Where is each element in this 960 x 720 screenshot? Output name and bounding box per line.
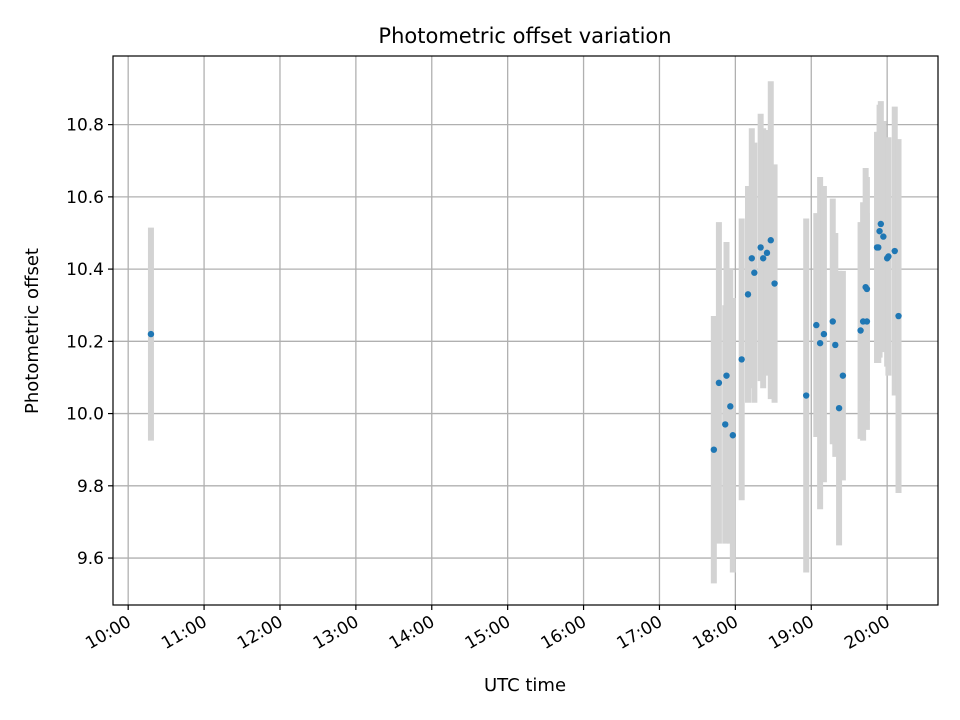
- data-point: [820, 330, 828, 338]
- data-point: [875, 244, 882, 251]
- chart-title: Photometric offset variation: [378, 24, 671, 48]
- data-points: [147, 220, 902, 453]
- data-point: [771, 280, 778, 287]
- data-point: [832, 341, 839, 349]
- data-point: [885, 253, 892, 260]
- data-point: [763, 249, 771, 257]
- data-point: [727, 403, 734, 410]
- y-tick-label: 10.4: [66, 260, 104, 280]
- data-point: [876, 227, 883, 235]
- data-point: [895, 312, 902, 320]
- data-point: [715, 379, 723, 387]
- data-point: [751, 269, 758, 276]
- data-point: [835, 404, 843, 412]
- data-point: [863, 318, 871, 325]
- data-point: [738, 356, 745, 363]
- data-point: [839, 372, 847, 379]
- x-axis-label: UTC time: [484, 675, 566, 696]
- y-tick-label: 10.6: [66, 188, 104, 208]
- data-point: [744, 291, 752, 298]
- data-point: [816, 339, 824, 347]
- plot-frame: [112, 55, 939, 606]
- y-tick-label: 10.8: [66, 116, 104, 136]
- data-point: [802, 392, 810, 399]
- data-point: [877, 220, 885, 228]
- y-axis-label: Photometric offset: [22, 248, 43, 414]
- data-point: [748, 255, 755, 262]
- data-point: [767, 237, 774, 244]
- data-point: [729, 432, 737, 439]
- data-point: [829, 318, 836, 325]
- data-point: [710, 446, 718, 453]
- data-point: [891, 247, 898, 255]
- data-point: [723, 372, 730, 379]
- data-point: [757, 244, 764, 251]
- y-tick-label: 10.0: [66, 405, 104, 425]
- data-point: [759, 255, 767, 262]
- y-tick-label: 9.6: [77, 549, 104, 569]
- y-tick-label: 9.8: [77, 477, 104, 497]
- data-point: [880, 233, 887, 240]
- data-point: [863, 285, 871, 293]
- data-point: [147, 330, 155, 338]
- data-point: [722, 421, 729, 428]
- data-point: [857, 327, 864, 334]
- data-point: [813, 321, 820, 329]
- y-tick-label: 10.2: [66, 332, 104, 352]
